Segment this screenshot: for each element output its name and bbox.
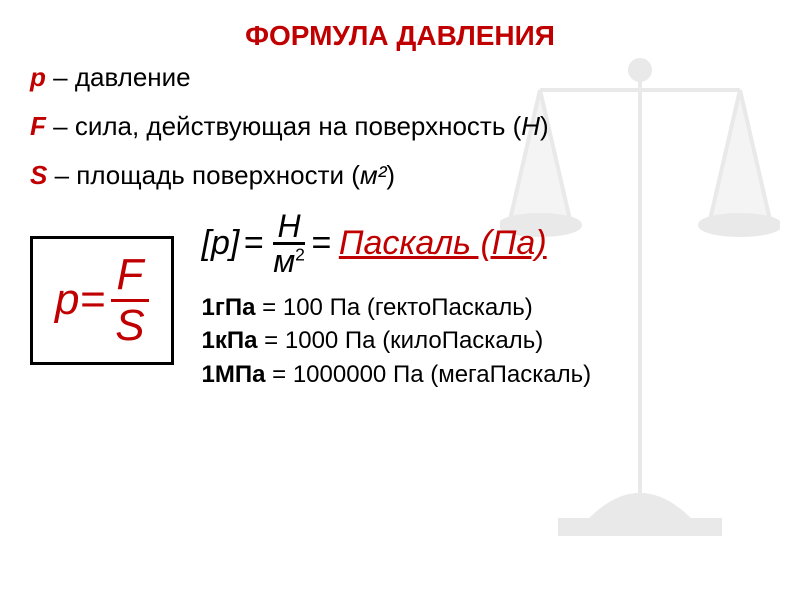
equals: = [79, 275, 105, 325]
unit-line-2: 1кПа = 1000 Па (килоПаскаль) [202, 324, 592, 358]
right-column: [р] = Н м2 = Паскаль (Па) 1гПа = 100 Па … [202, 210, 592, 392]
unit-m2: м² [360, 160, 386, 190]
def-F: F – сила, действующая на поверхность (Н) [30, 111, 770, 142]
unit-line-1: 1гПа = 100 Па (гектоПаскаль) [202, 291, 592, 325]
unit-conversions: 1гПа = 100 Па (гектоПаскаль) 1кПа = 1000… [202, 291, 592, 392]
formula-box: p = F S [30, 236, 174, 365]
formula-fraction: F S [111, 253, 148, 348]
unit-N: Н [521, 111, 540, 141]
dash: – [46, 111, 75, 141]
symbol-S: S [30, 160, 47, 190]
dash: – [46, 62, 75, 92]
eq1: = [243, 224, 263, 263]
bracket-close: ] [230, 224, 239, 263]
dim-den: м2 [273, 245, 305, 277]
dimension-row: [р] = Н м2 = Паскаль (Па) [202, 210, 592, 277]
dimension-fraction: Н м2 [273, 210, 305, 277]
dash: – [47, 160, 76, 190]
symbol-F: F [30, 111, 46, 141]
def-p-text: давление [75, 62, 191, 92]
def-S-text: площадь поверхности ( [76, 160, 360, 190]
definitions: p – давление F – сила, действующая на по… [30, 62, 770, 192]
close: ) [540, 111, 549, 141]
def-S: S – площадь поверхности (м²) [30, 160, 770, 191]
eq2: = [311, 224, 331, 263]
bracket-open: [ [202, 224, 211, 263]
formula-den: S [111, 302, 148, 348]
close: ) [386, 160, 395, 190]
formula-row: p = F S [р] = Н м2 = Паскаль (Па) [30, 210, 770, 392]
dim-symbol: р [211, 224, 230, 263]
def-F-text: сила, действующая на поверхность ( [75, 111, 521, 141]
formula-lhs: p [55, 275, 79, 325]
pascal-label: Паскаль (Па) [339, 224, 547, 263]
def-p: p – давление [30, 62, 770, 93]
formula-num: F [112, 253, 147, 299]
dim-num: Н [278, 210, 301, 242]
slide-content: ФОРМУЛА ДАВЛЕНИЯ p – давление F – сила, … [0, 0, 800, 411]
unit-line-3: 1МПа = 1000000 Па (мегаПаскаль) [202, 358, 592, 392]
symbol-p: p [30, 62, 46, 92]
title: ФОРМУЛА ДАВЛЕНИЯ [30, 20, 770, 52]
